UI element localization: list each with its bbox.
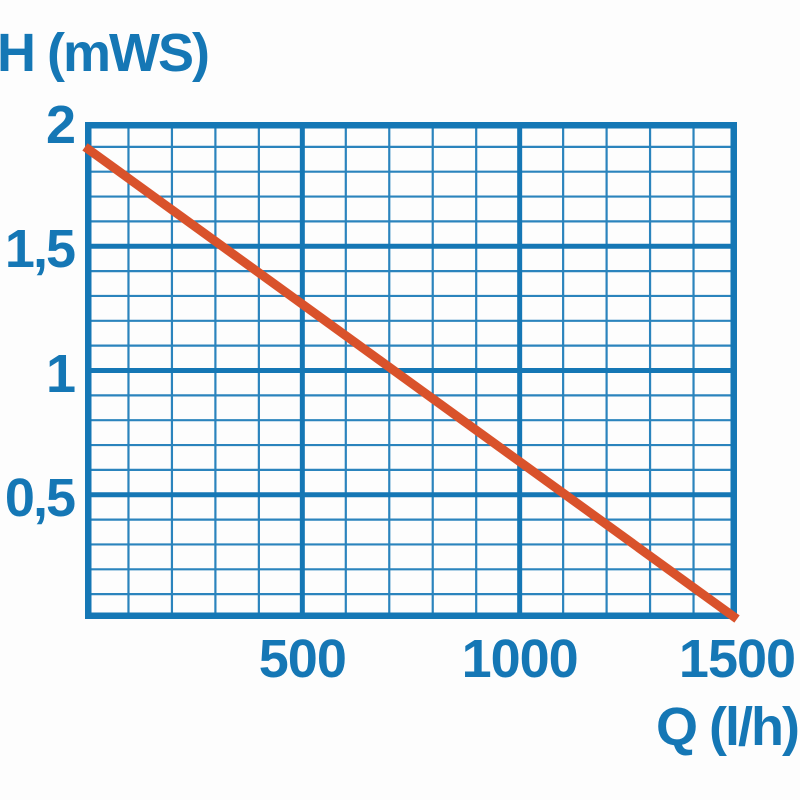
x-tick-label: 1500	[678, 629, 796, 689]
plot-area	[82, 122, 740, 623]
y-axis-title: H (mWS)	[0, 23, 210, 83]
y-tick-label: 1	[45, 343, 76, 404]
x-axis-title: Q (l/h)	[656, 697, 800, 757]
pump-head-flow-curve	[82, 143, 740, 623]
grid-and-curve-canvas	[82, 122, 740, 623]
y-tick-label: 2	[45, 95, 76, 155]
x-tick-label: 1000	[461, 629, 579, 689]
y-tick-label: 1,5	[4, 219, 76, 280]
plot-border	[85, 122, 737, 619]
y-tick-label: 0,5	[4, 467, 76, 528]
x-tick-label: 500	[258, 629, 347, 689]
